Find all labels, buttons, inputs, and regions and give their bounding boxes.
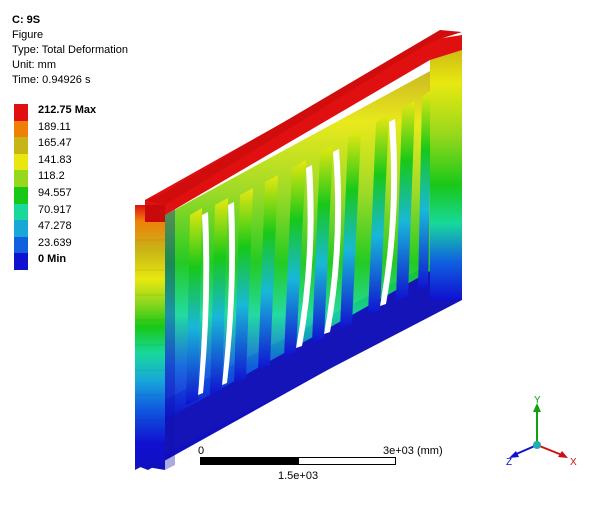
result-header: C: 9S Figure Type: Total Deformation Uni…: [12, 13, 128, 88]
x-axis-arrow: [558, 451, 568, 458]
legend-swatch: [14, 170, 28, 187]
right-post: [430, 45, 462, 300]
triad-icon: Y X Z: [506, 395, 577, 468]
legend-swatch: [14, 137, 28, 154]
triad-y-label: Y: [534, 395, 541, 406]
vertical-strips: [186, 90, 432, 405]
legend-swatch: [14, 220, 28, 237]
triad-z-label: Z: [506, 457, 512, 468]
result-figure: Figure: [12, 29, 44, 41]
result-unit: Unit: mm: [12, 59, 56, 71]
triad-origin: [533, 441, 541, 449]
z-axis-line: [513, 444, 538, 456]
top-beam: [145, 35, 462, 220]
legend-swatch: [14, 253, 28, 270]
legend-label: 165.47: [38, 137, 72, 150]
legend-label: 141.83: [38, 153, 72, 166]
result-title: C: 9S: [12, 14, 41, 26]
legend-label: 189.11: [38, 120, 71, 133]
x-axis-line: [536, 444, 563, 456]
legend-label: 94.557: [38, 186, 72, 199]
scale-bar-black-segment: [200, 457, 298, 465]
axis-triad[interactable]: Y X Z: [500, 395, 590, 475]
legend-label: 70.917: [38, 203, 72, 216]
contour-lines: [135, 239, 165, 421]
scale-end-label: 3e+03 (mm): [383, 445, 443, 457]
legend-swatch: [14, 104, 28, 121]
legend-label: 47.278: [38, 220, 72, 233]
scale-mid-label: 1.5e+03: [278, 470, 319, 482]
left-post: [135, 205, 165, 470]
legend-swatch: [14, 236, 28, 254]
result-type: Type: Total Deformation: [12, 44, 128, 56]
legend-swatch: [14, 186, 28, 204]
triad-x-label: X: [570, 457, 577, 468]
legend-swatch: [14, 153, 28, 171]
legend-label: 23.639: [38, 236, 72, 249]
legend-label: 118.2: [38, 170, 65, 183]
result-time: Time: 0.94926 s: [12, 74, 91, 86]
legend-label: 212.75 Max: [38, 104, 97, 116]
legend-swatch: [14, 120, 28, 138]
scale-bar: 0 3e+03 (mm) 1.5e+03: [198, 445, 443, 485]
z-axis-arrow: [509, 451, 519, 458]
legend-label: 0 Min: [38, 253, 67, 266]
legend-swatch: [14, 203, 28, 221]
scale-bar-white-segment: [298, 457, 396, 465]
scale-start-label: 0: [198, 445, 205, 457]
gaps: [198, 119, 398, 395]
y-axis-arrow: [533, 403, 541, 412]
